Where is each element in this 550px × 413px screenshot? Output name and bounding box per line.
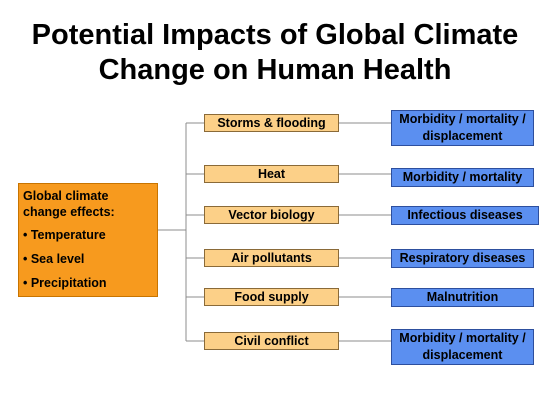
factor-food-supply: Food supply [204,288,339,306]
outcome-heat-morbidity: Morbidity / mortality [391,168,534,187]
factor-storms-flooding: Storms & flooding [204,114,339,132]
outcome-civil-morbidity-displacement: Morbidity / mortality / displacement [391,329,534,365]
climate-effects-heading: Global climate change effects: [23,189,115,219]
climate-effects-box: Global climate change effects: • Tempera… [18,183,158,297]
factor-civil-conflict: Civil conflict [204,332,339,350]
factor-air-pollutants: Air pollutants [204,249,339,267]
effect-temperature: • Temperature [23,228,106,242]
effect-sea-level: • Sea level [23,252,85,266]
effect-precipitation: • Precipitation [23,276,107,290]
outcome-storms-morbidity-displacement: Morbidity / mortality / displacement [391,110,534,146]
factor-heat: Heat [204,165,339,183]
title-line-2: Change on Human Health [98,54,452,86]
outcome-respiratory-diseases: Respiratory diseases [391,249,534,268]
title-line-1: Potential Impacts of Global Climate [31,19,519,51]
factor-vector-biology: Vector biology [204,206,339,224]
diagram-title: Potential Impacts of Global Climate Chan… [0,18,550,88]
outcome-malnutrition: Malnutrition [391,288,534,307]
outcome-infectious-diseases: Infectious diseases [391,206,539,225]
